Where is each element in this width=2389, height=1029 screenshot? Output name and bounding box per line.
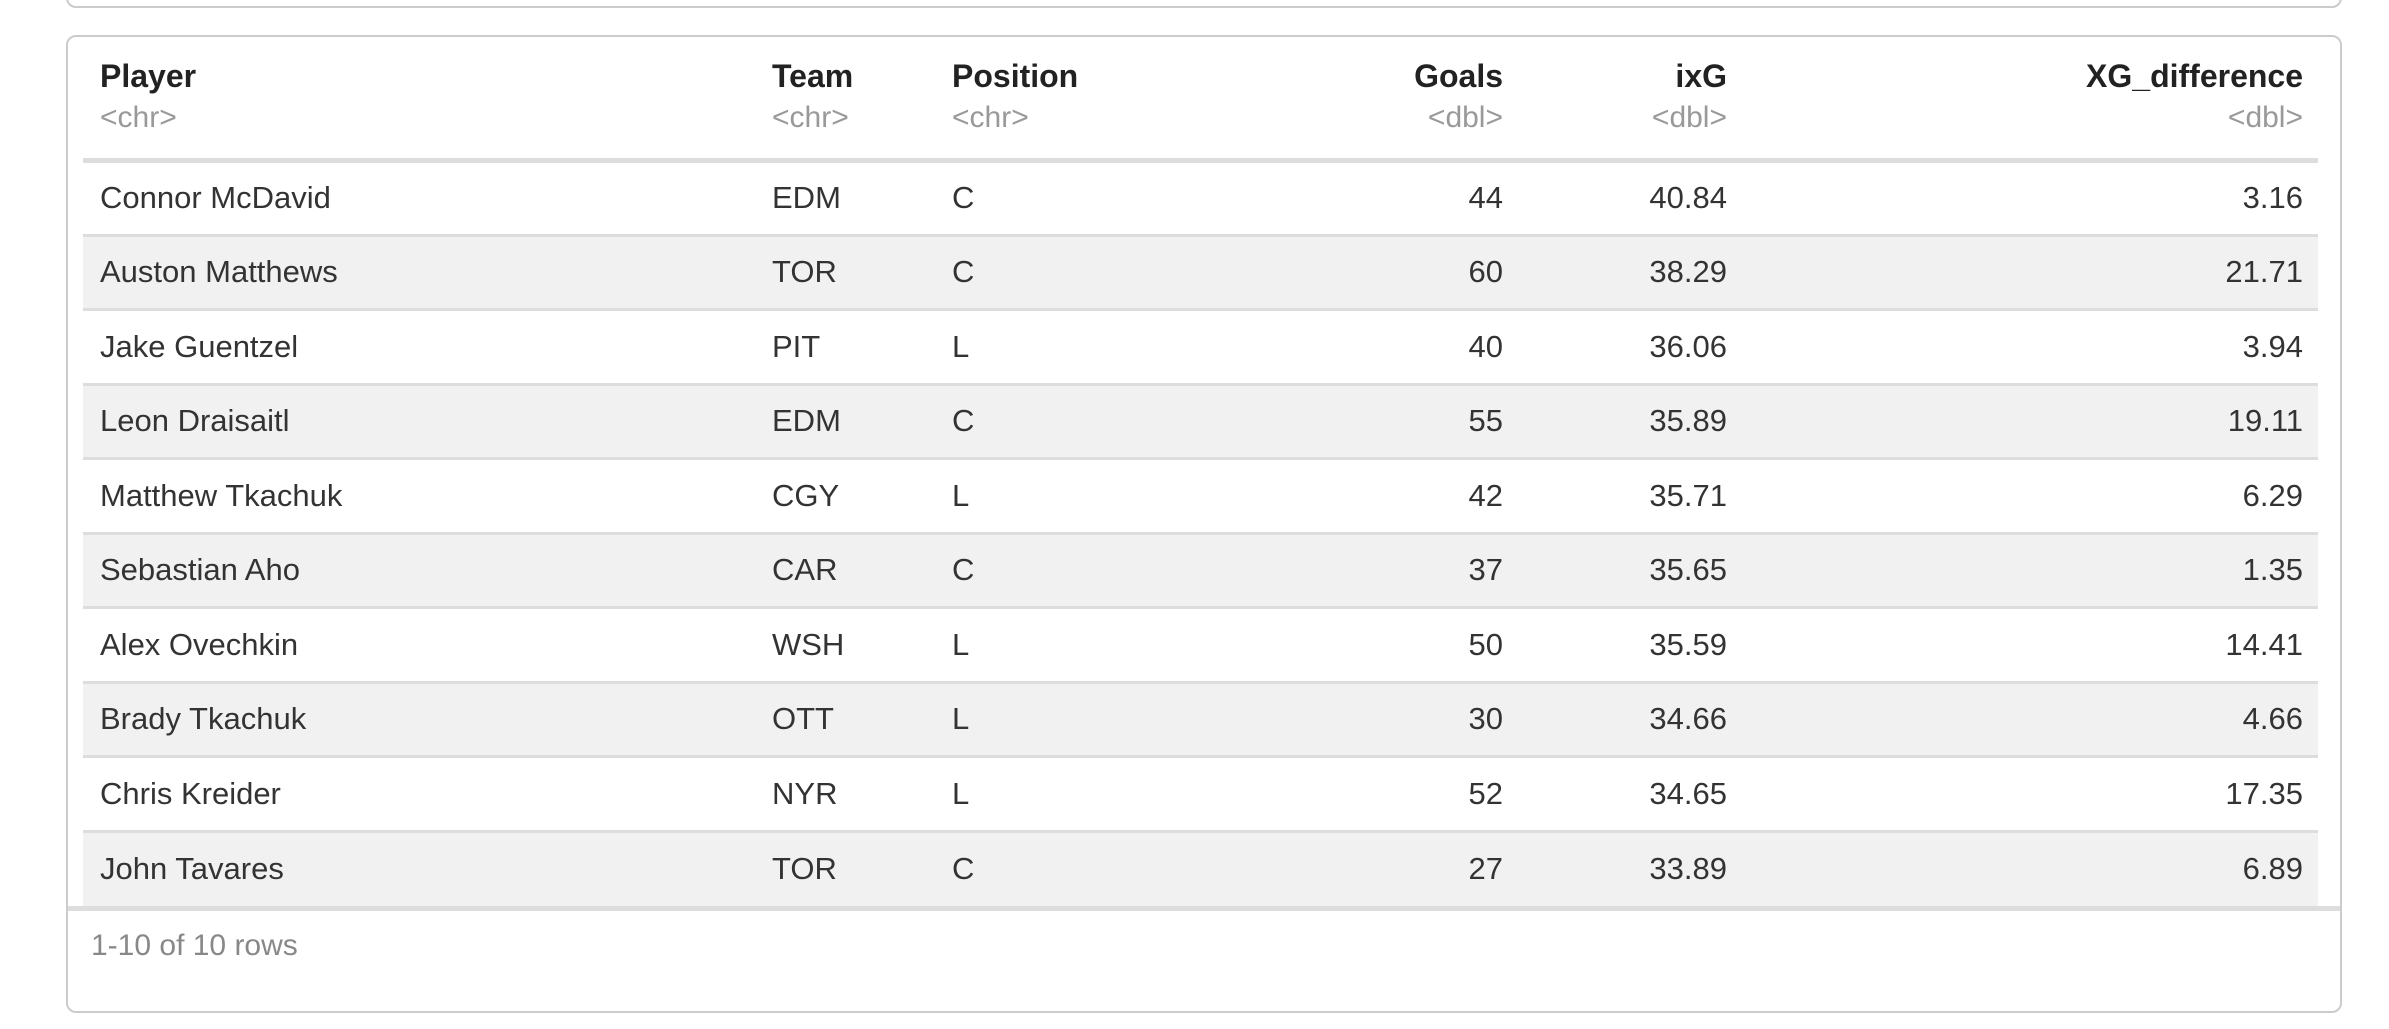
table-cell: L — [936, 309, 1186, 386]
table-cell: 35.89 — [1519, 384, 1743, 460]
table-cell: NYR — [756, 756, 936, 833]
table-cell: CAR — [756, 533, 936, 609]
table-cell: 35.71 — [1519, 458, 1743, 535]
table-cell: WSH — [756, 607, 936, 684]
previous-output-panel-edge — [66, 0, 2342, 8]
table-cell: Leon Draisaitl — [83, 384, 756, 460]
column-label: Goals — [1414, 58, 1503, 94]
table-row: Leon Draisaitl EDM C 55 35.89 19.11 — [83, 384, 2318, 460]
table-cell: 33.89 — [1649, 851, 1727, 886]
table-cell: C — [936, 533, 1186, 609]
column-header-player: Player <chr> — [83, 37, 756, 163]
table-cell: John Tavares — [100, 851, 284, 886]
players-goals-table: Player <chr> Team <chr> Position <chr> Goals <d… — [83, 37, 2318, 906]
table-cell: L — [936, 682, 1186, 758]
table-cell: 3.94 — [1743, 309, 2318, 386]
table-header: Player <chr> Team <chr> Position <chr> Goals <d… — [83, 37, 2318, 163]
table-row: Chris Kreider NYR L 52 34.65 17.35 — [83, 756, 2318, 833]
paged-table-panel: Player <chr> Team <chr> Position <chr> Goals <d… — [66, 35, 2342, 1013]
table-cell: 1.35 — [1743, 533, 2318, 609]
column-label: Team — [772, 58, 854, 94]
table-cell: EDM — [756, 384, 936, 460]
table-cell: 21.71 — [1743, 235, 2318, 311]
table-cell: Brady Tkachuk — [83, 682, 756, 758]
table-cell: TOR — [772, 851, 837, 886]
table-cell: 34.66 — [1519, 682, 1743, 758]
table-row: Sebastian Aho CAR C 37 35.65 1.35 — [83, 533, 2318, 609]
table-cell: 19.11 — [1743, 384, 2318, 460]
table-cell: 27 — [1468, 851, 1503, 886]
column-label: XG_difference — [2086, 58, 2303, 94]
table-cell: 17.35 — [1743, 756, 2318, 833]
table-row: John Tavares TOR C 27 33.89 6.89 — [83, 831, 2318, 906]
table-cell: 6.89 — [2242, 851, 2303, 886]
column-type: <chr> — [772, 101, 849, 134]
table-cell: 4.66 — [1743, 682, 2318, 758]
table-cell: 6.29 — [1743, 458, 2318, 535]
column-header-position: Position <chr> — [936, 37, 1186, 163]
column-label: Position — [952, 58, 1079, 94]
table-cell: C — [936, 235, 1186, 311]
pagination-status: 1-10 of 10 rows — [68, 905, 2340, 982]
table-cell: CGY — [756, 458, 936, 535]
table-cell: 37 — [1186, 533, 1519, 609]
table-row: Connor McDavid EDM C 44 40.84 3.16 — [83, 160, 2318, 237]
table-cell: L — [936, 607, 1186, 684]
table-cell: 38.29 — [1519, 235, 1743, 311]
table-cell: PIT — [756, 309, 936, 386]
table-cell: 60 — [1186, 235, 1519, 311]
column-header-ixg: ixG <dbl> — [1519, 37, 1743, 163]
table-cell: C — [936, 384, 1186, 460]
table-cell: Alex Ovechkin — [83, 607, 756, 684]
table-cell: TOR — [756, 235, 936, 311]
column-label: Player — [100, 58, 197, 94]
table-cell: 40.84 — [1519, 160, 1743, 237]
table-cell: Auston Matthews — [83, 235, 756, 311]
table-cell: 34.65 — [1519, 756, 1743, 833]
table-row: Alex Ovechkin WSH L 50 35.59 14.41 — [83, 607, 2318, 684]
table-cell: OTT — [756, 682, 936, 758]
table-cell: EDM — [756, 160, 936, 237]
column-type: <dbl> — [2227, 101, 2303, 134]
table-cell: 55 — [1186, 384, 1519, 460]
table-row: Brady Tkachuk OTT L 30 34.66 4.66 — [83, 682, 2318, 758]
table-body: Connor McDavid EDM C 44 40.84 3.16 Auston Matt… — [83, 160, 2318, 906]
column-type: <dbl> — [1427, 101, 1503, 134]
table-cell: L — [936, 458, 1186, 535]
column-type: <chr> — [952, 101, 1029, 134]
table-cell: 42 — [1186, 458, 1519, 535]
table-row: Matthew Tkachuk CGY L 42 35.71 6.29 — [83, 458, 2318, 535]
table-cell: C — [936, 160, 1186, 237]
column-type: <chr> — [100, 101, 177, 134]
table-cell: Jake Guentzel — [83, 309, 756, 386]
table-cell: 36.06 — [1519, 309, 1743, 386]
table-cell: 3.16 — [1743, 160, 2318, 237]
header-row: Player <chr> Team <chr> Position <chr> Goals <d… — [83, 37, 2318, 163]
table-row: Auston Matthews TOR C 60 38.29 21.71 — [83, 235, 2318, 311]
table-cell: Chris Kreider — [83, 756, 756, 833]
table-cell: L — [936, 756, 1186, 833]
table-cell: Matthew Tkachuk — [83, 458, 756, 535]
column-header-goals: Goals <dbl> — [1186, 37, 1519, 163]
column-type: <dbl> — [1651, 101, 1727, 134]
column-label: ixG — [1675, 58, 1727, 94]
table-cell: Sebastian Aho — [83, 533, 756, 609]
table-cell: Connor McDavid — [83, 160, 756, 237]
column-header-xg_difference: XG_difference <dbl> — [1743, 37, 2318, 163]
table-cell: 14.41 — [1743, 607, 2318, 684]
table-cell: C — [952, 851, 975, 886]
table-cell: 40 — [1186, 309, 1519, 386]
table-cell: 50 — [1186, 607, 1519, 684]
table-cell: 52 — [1186, 756, 1519, 833]
table-row: Jake Guentzel PIT L 40 36.06 3.94 — [83, 309, 2318, 386]
table-cell: 35.59 — [1519, 607, 1743, 684]
table-cell: 35.65 — [1519, 533, 1743, 609]
table-cell: 30 — [1186, 682, 1519, 758]
column-header-team: Team <chr> — [756, 37, 936, 163]
table-cell: 44 — [1186, 160, 1519, 237]
